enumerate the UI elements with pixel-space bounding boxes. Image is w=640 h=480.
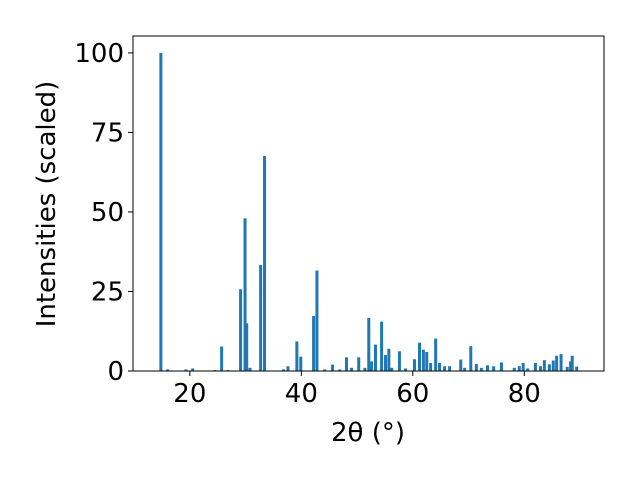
bar	[412, 359, 416, 371]
bar	[521, 363, 525, 371]
bar	[367, 317, 371, 371]
bar	[245, 323, 249, 371]
y-tick-label: 100	[74, 39, 124, 69]
bar	[434, 338, 438, 371]
bar	[357, 357, 361, 371]
y-tick-label: 0	[107, 357, 124, 387]
bar	[166, 369, 170, 371]
bar	[286, 366, 290, 371]
bar	[474, 364, 478, 371]
bar	[397, 351, 401, 371]
bar	[331, 364, 335, 371]
bar	[538, 366, 542, 371]
x-tick-label: 80	[508, 379, 541, 409]
bar	[479, 367, 483, 371]
bar	[570, 355, 574, 371]
bar	[542, 360, 546, 371]
bar	[281, 369, 285, 371]
bar	[499, 362, 503, 371]
bar	[469, 346, 473, 371]
bar	[429, 363, 433, 371]
bar	[425, 351, 429, 371]
bar	[438, 363, 442, 371]
bar	[555, 355, 559, 371]
bar	[349, 367, 353, 371]
bar	[486, 365, 490, 371]
bar	[315, 270, 319, 371]
bar	[312, 315, 316, 371]
bar	[323, 369, 327, 371]
bar	[243, 218, 247, 371]
bar	[295, 341, 299, 371]
bar	[370, 361, 374, 371]
bar	[463, 367, 467, 371]
bar	[448, 366, 452, 371]
bar	[547, 364, 551, 371]
bar	[338, 369, 342, 371]
bar	[263, 155, 267, 371]
bar	[526, 368, 530, 371]
bar	[220, 346, 224, 371]
bar	[363, 367, 367, 371]
bar	[459, 359, 463, 371]
bar	[159, 52, 163, 372]
bar	[418, 342, 422, 371]
y-axis-label: Intensities (scaled)	[32, 81, 62, 328]
y-tick-label: 50	[91, 198, 124, 228]
bar	[248, 367, 252, 371]
bar	[512, 367, 516, 371]
bar	[384, 355, 388, 371]
x-tick-label: 40	[285, 379, 318, 409]
y-tick-label: 75	[91, 118, 124, 148]
bar	[239, 289, 243, 371]
bar	[380, 321, 384, 371]
bar	[387, 348, 391, 371]
bar	[373, 344, 377, 371]
x-tick-label: 60	[396, 379, 429, 409]
y-tick-label: 25	[91, 277, 124, 307]
plot-frame	[132, 35, 605, 372]
bar	[533, 363, 537, 371]
x-axis-label: 2θ (°)	[331, 418, 405, 448]
bar	[259, 265, 263, 371]
bar	[443, 366, 447, 371]
bar	[551, 360, 555, 371]
bar	[559, 354, 563, 371]
bar	[421, 349, 425, 371]
bar	[575, 366, 579, 371]
x-tick-label: 20	[173, 379, 206, 409]
bar	[344, 357, 348, 371]
bar	[404, 368, 408, 371]
bar	[517, 366, 521, 371]
bar	[390, 367, 394, 371]
bar	[492, 366, 496, 371]
bar	[299, 356, 303, 371]
bar	[569, 361, 573, 371]
bar	[565, 366, 569, 371]
bar	[191, 368, 195, 371]
bar	[184, 369, 188, 371]
